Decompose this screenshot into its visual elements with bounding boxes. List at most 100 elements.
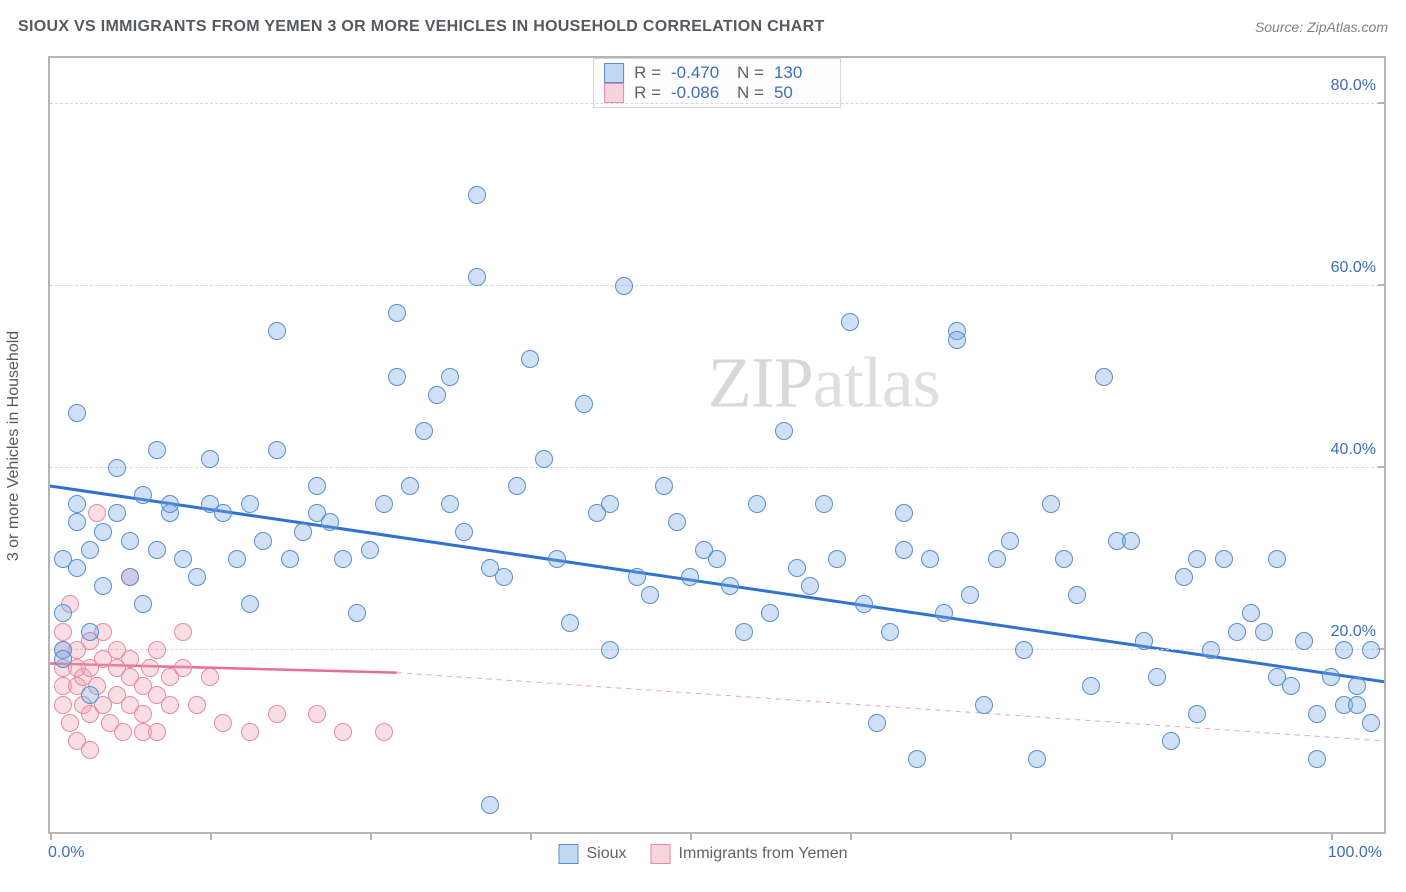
scatter-point-pink <box>268 705 286 723</box>
legend-item-blue: Sioux <box>559 844 627 864</box>
scatter-point-pink <box>81 741 99 759</box>
swatch-pink <box>604 83 624 103</box>
scatter-point-blue <box>1055 550 1073 568</box>
scatter-point-blue <box>148 441 166 459</box>
ytick-mark <box>1378 284 1386 286</box>
scatter-point-blue <box>81 623 99 641</box>
scatter-point-blue <box>921 550 939 568</box>
chart-title: SIOUX VS IMMIGRANTS FROM YEMEN 3 OR MORE… <box>18 18 825 36</box>
xtick-mark <box>690 832 692 840</box>
scatter-point-blue <box>68 495 86 513</box>
scatter-point-blue <box>948 331 966 349</box>
xtick-mark <box>850 832 852 840</box>
scatter-point-pink <box>54 696 72 714</box>
scatter-point-blue <box>1308 705 1326 723</box>
scatter-point-blue <box>94 523 112 541</box>
scatter-point-blue <box>1068 586 1086 604</box>
scatter-point-pink <box>54 623 72 641</box>
scatter-point-blue <box>308 477 326 495</box>
scatter-point-blue <box>81 541 99 559</box>
scatter-point-blue <box>1308 750 1326 768</box>
scatter-point-blue <box>1322 668 1340 686</box>
scatter-point-blue <box>281 550 299 568</box>
scatter-point-blue <box>988 550 1006 568</box>
scatter-point-blue <box>521 350 539 368</box>
scatter-point-blue <box>1362 714 1380 732</box>
plot-area: ZIPatlas R = -0.470 N = 130 R = -0.086 N… <box>50 58 1384 832</box>
r-label: R = <box>634 63 661 83</box>
scatter-point-blue <box>975 696 993 714</box>
scatter-point-blue <box>294 523 312 541</box>
r-value-blue: -0.470 <box>671 63 727 83</box>
source-prefix: Source: <box>1255 19 1307 35</box>
scatter-point-pink <box>121 650 139 668</box>
scatter-point-blue <box>241 495 259 513</box>
scatter-point-blue <box>1001 532 1019 550</box>
scatter-point-blue <box>1255 623 1273 641</box>
scatter-point-blue <box>895 504 913 522</box>
scatter-point-blue <box>1348 677 1366 695</box>
scatter-point-pink <box>308 705 326 723</box>
scatter-point-blue <box>868 714 886 732</box>
swatch-pink-2 <box>651 844 671 864</box>
scatter-point-blue <box>508 477 526 495</box>
scatter-point-blue <box>415 422 433 440</box>
scatter-point-blue <box>601 641 619 659</box>
scatter-point-blue <box>735 623 753 641</box>
scatter-point-blue <box>548 550 566 568</box>
scatter-point-blue <box>615 277 633 295</box>
scatter-point-pink <box>375 723 393 741</box>
source-label: Source: ZipAtlas.com <box>1255 19 1388 35</box>
scatter-point-pink <box>241 723 259 741</box>
scatter-point-blue <box>495 568 513 586</box>
scatter-point-blue <box>908 750 926 768</box>
scatter-point-pink <box>148 723 166 741</box>
scatter-point-pink <box>148 641 166 659</box>
scatter-point-blue <box>268 322 286 340</box>
scatter-point-blue <box>348 604 366 622</box>
scatter-point-blue <box>668 513 686 531</box>
scatter-point-blue <box>1082 677 1100 695</box>
scatter-point-blue <box>748 495 766 513</box>
xtick-mark <box>1010 832 1012 840</box>
scatter-point-blue <box>801 577 819 595</box>
scatter-point-pink <box>334 723 352 741</box>
scatter-point-blue <box>401 477 419 495</box>
scatter-point-blue <box>1162 732 1180 750</box>
scatter-point-blue <box>321 513 339 531</box>
scatter-point-blue <box>1188 550 1206 568</box>
scatter-point-blue <box>121 568 139 586</box>
scatter-point-blue <box>214 504 232 522</box>
scatter-point-blue <box>1122 532 1140 550</box>
regression-lines <box>50 58 1384 832</box>
scatter-point-blue <box>828 550 846 568</box>
n-value-pink: 50 <box>774 83 830 103</box>
scatter-point-blue <box>81 686 99 704</box>
scatter-point-blue <box>94 577 112 595</box>
scatter-point-pink <box>88 504 106 522</box>
scatter-point-blue <box>1135 632 1153 650</box>
scatter-point-pink <box>188 696 206 714</box>
scatter-point-blue <box>1015 641 1033 659</box>
scatter-point-blue <box>628 568 646 586</box>
scatter-point-blue <box>575 395 593 413</box>
scatter-point-blue <box>375 495 393 513</box>
ytick-label: 60.0% <box>1331 259 1376 277</box>
scatter-point-blue <box>441 495 459 513</box>
scatter-point-pink <box>214 714 232 732</box>
ytick-mark <box>1378 102 1386 104</box>
scatter-point-blue <box>1348 696 1366 714</box>
title-bar: SIOUX VS IMMIGRANTS FROM YEMEN 3 OR MORE… <box>18 18 1388 36</box>
scatter-point-blue <box>815 495 833 513</box>
ytick-label: 20.0% <box>1331 623 1376 641</box>
legend-label-blue: Sioux <box>587 845 627 863</box>
scatter-point-blue <box>841 313 859 331</box>
scatter-point-blue <box>775 422 793 440</box>
scatter-point-blue <box>1242 604 1260 622</box>
scatter-point-pink <box>114 723 132 741</box>
gridline <box>50 649 1384 650</box>
scatter-point-blue <box>1268 550 1286 568</box>
scatter-point-pink <box>174 623 192 641</box>
scatter-point-blue <box>108 504 126 522</box>
scatter-point-blue <box>601 495 619 513</box>
